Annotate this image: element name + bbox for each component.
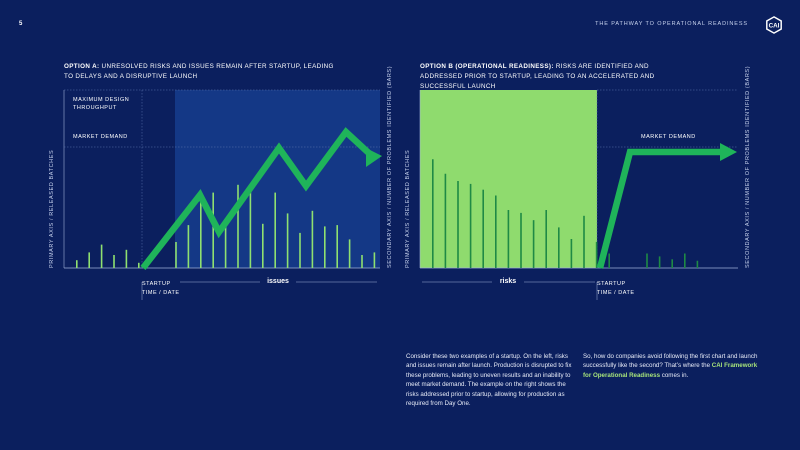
right-startup-label: STARTUP (597, 281, 626, 287)
left-time-label: TIME / DATE (142, 290, 180, 296)
right-chart-title: OPTION B (OPERATIONAL READINESS): RISKS … (420, 62, 680, 92)
problem-bar (646, 253, 648, 268)
header-title: THE PATHWAY TO OPERATIONAL READINESS (595, 21, 748, 27)
problem-bar (361, 255, 363, 268)
problem-bar (608, 253, 610, 268)
right-secondary-axis-label: SECONDARY AXIS / NUMBER OF PROBLEMS IDEN… (745, 65, 751, 268)
page-number: 5 (19, 21, 23, 27)
problem-bar (696, 260, 699, 268)
problem-bar (224, 218, 227, 268)
left-chart-title: OPTION A: UNRESOLVED RISKS AND ISSUES RE… (64, 62, 339, 82)
problem-bar (175, 242, 177, 268)
problem-bar (187, 225, 190, 268)
body-col2-pre: So, how do companies avoid following the… (583, 353, 758, 370)
problem-bar (324, 226, 326, 268)
problem-bar (507, 210, 510, 268)
problem-bar (482, 189, 484, 268)
problem-bar (373, 252, 376, 268)
problem-bar (237, 184, 239, 268)
problem-bar (671, 259, 673, 268)
problem-bar (444, 173, 447, 268)
problem-bar (532, 220, 535, 268)
problem-bar (336, 225, 338, 268)
problem-bar (76, 260, 78, 268)
cai-framework-highlight: CAI Framework for Operational Readiness (583, 362, 758, 379)
problem-bar (262, 223, 264, 268)
problem-bar (432, 159, 434, 268)
problem-bar (595, 241, 598, 268)
right-time-label: TIME / DATE (597, 290, 635, 296)
issues-region (175, 90, 380, 268)
right-arrow-head (720, 143, 737, 161)
problem-bar (658, 256, 661, 268)
left-arrow-head (366, 148, 382, 167)
problem-bar (348, 239, 351, 268)
right-title-bold: OPTION B (OPERATIONAL READINESS): (420, 63, 554, 70)
problem-bar (583, 215, 585, 268)
left-released-line (140, 127, 375, 271)
cai-logo-icon: CAI (766, 16, 782, 34)
issues-label: issues (267, 278, 289, 285)
problem-bar (684, 253, 686, 268)
body-col2-post: comes in. (660, 371, 689, 379)
left-title-rest: UNRESOLVED RISKS AND ISSUES REMAIN AFTER… (64, 63, 334, 80)
right-title-rest: RISKS ARE IDENTIFIED AND ADDRESSED PRIOR… (420, 63, 655, 90)
problem-bar (286, 213, 289, 268)
problem-bar (88, 252, 90, 268)
right-primary-axis-label: PRIMARY AXIS / RELEASED BATCHES (405, 149, 411, 268)
problem-bar (100, 244, 103, 268)
problem-bar (200, 196, 202, 268)
problem-bar (469, 183, 472, 268)
problem-bar (558, 227, 560, 268)
problem-bar (570, 239, 573, 268)
problem-bar (113, 255, 115, 268)
problem-bar (212, 192, 214, 268)
risks-label: risks (499, 278, 517, 285)
problem-bar (545, 210, 547, 268)
problem-bar (299, 232, 301, 268)
right-bars (432, 159, 699, 268)
problem-bar (457, 181, 459, 268)
problem-bar (274, 192, 276, 268)
left-title-bold: OPTION A: (64, 63, 100, 70)
left-bars (76, 184, 376, 268)
right-released-line (596, 148, 724, 269)
body-column-1: Consider these two examples of a startup… (406, 353, 572, 408)
problem-bar (520, 212, 522, 268)
body-column-2: So, how do companies avoid following the… (583, 352, 758, 380)
problem-bar (125, 249, 128, 268)
svg-text:CAI: CAI (769, 23, 780, 30)
problem-bar (138, 262, 140, 268)
left-market-demand-label: MARKET DEMAND (73, 134, 128, 140)
problem-bar (495, 195, 497, 268)
left-startup-label: STARTUP (142, 281, 171, 287)
right-market-demand-label: MARKET DEMAND (641, 134, 696, 140)
problem-bar (311, 210, 314, 268)
problem-bar (249, 190, 252, 268)
left-max-throughput-label: MAXIMUM DESIGN THROUGHPUT (73, 97, 130, 111)
